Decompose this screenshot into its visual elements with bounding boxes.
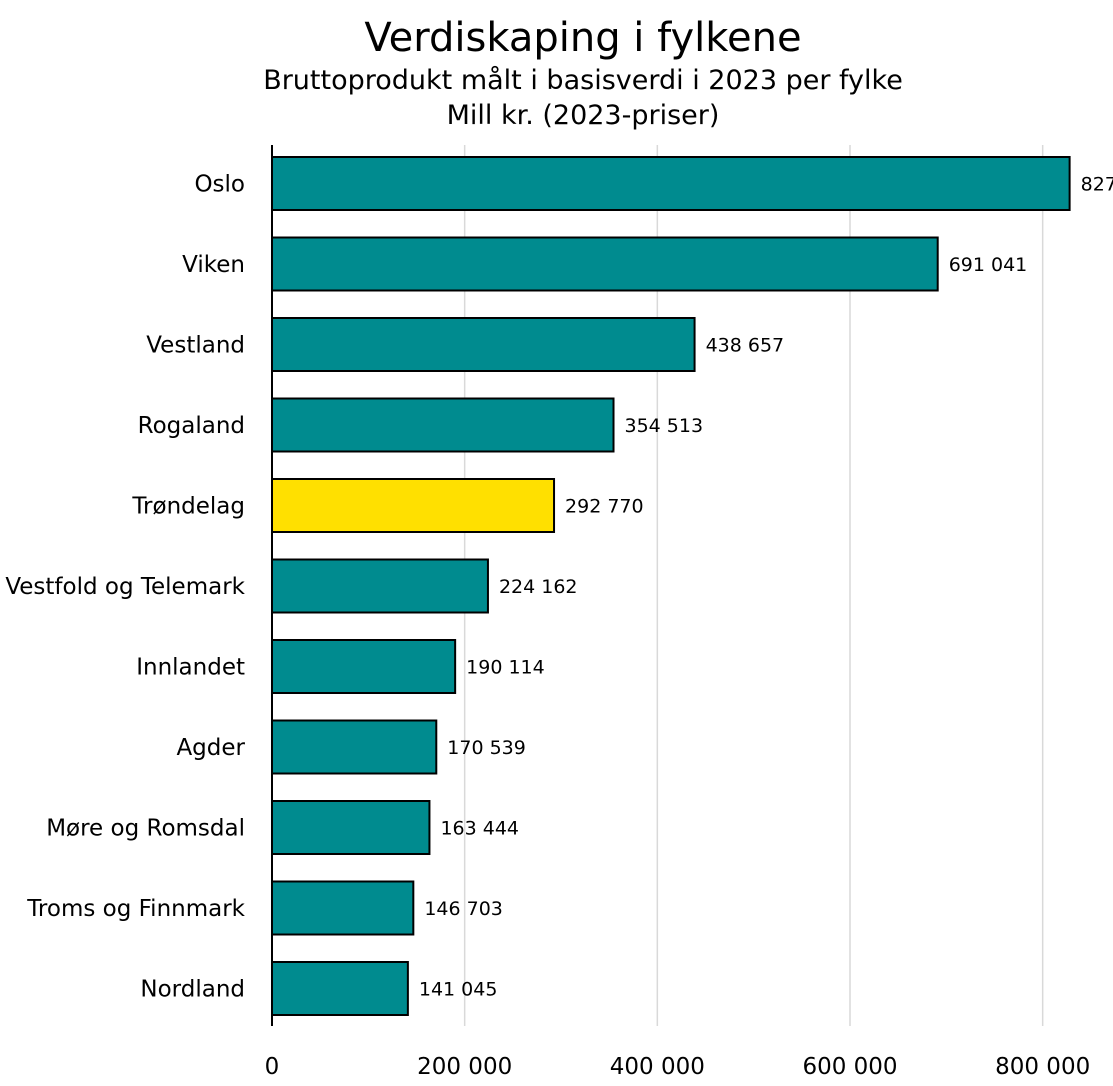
category-label: Møre og Romsdal bbox=[46, 816, 245, 842]
value-label: 354 513 bbox=[625, 415, 704, 437]
bar bbox=[271, 719, 438, 775]
category-label: Vestland bbox=[146, 333, 245, 359]
bar bbox=[271, 397, 615, 453]
chart-unit-line: Mill kr. (2023-priser) bbox=[446, 100, 720, 131]
value-label: 292 770 bbox=[565, 496, 644, 518]
chart-subtitle: Bruttoprodukt målt i basisverdi i 2023 p… bbox=[263, 65, 903, 96]
bar bbox=[271, 558, 489, 614]
value-label: 438 657 bbox=[706, 335, 785, 357]
bar bbox=[271, 478, 556, 533]
bar bbox=[271, 236, 939, 292]
bar bbox=[271, 961, 409, 1016]
value-label: 163 444 bbox=[440, 818, 519, 840]
chart-title: Verdiskaping i fylkene bbox=[364, 15, 802, 61]
value-label: 190 114 bbox=[466, 657, 545, 679]
x-tick-labels: 0 200 000 400 000 600 000 800 000 bbox=[265, 1054, 1091, 1080]
bar bbox=[271, 880, 415, 936]
category-label: Oslo bbox=[194, 172, 245, 198]
value-label: 827 971 bbox=[1081, 174, 1113, 196]
value-labels: 827 971 691 041 438 657 354 513 292 770 224 1… bbox=[419, 174, 1113, 1001]
x-tick-label: 200 000 bbox=[417, 1054, 512, 1080]
category-label: Trøndelag bbox=[131, 494, 245, 520]
bars bbox=[271, 156, 1071, 1016]
value-label: 141 045 bbox=[419, 979, 498, 1001]
bar bbox=[271, 156, 1071, 211]
bar bbox=[271, 639, 457, 694]
category-label: Rogaland bbox=[138, 413, 245, 439]
category-label: Agder bbox=[176, 735, 245, 761]
category-label: Innlandet bbox=[136, 655, 245, 681]
bar bbox=[271, 317, 696, 372]
value-label: 224 162 bbox=[499, 576, 578, 598]
value-label: 146 703 bbox=[424, 898, 503, 920]
gridlines bbox=[463, 145, 1044, 1026]
bar bbox=[271, 800, 431, 855]
category-labels: Oslo Viken Vestland Rogaland Trøndelag Vestfo… bbox=[5, 172, 245, 1003]
category-label: Vestfold og Telemark bbox=[5, 574, 245, 600]
x-tick-label: 600 000 bbox=[802, 1054, 897, 1080]
category-label: Viken bbox=[182, 252, 245, 278]
category-label: Nordland bbox=[140, 977, 245, 1003]
x-tick-label: 400 000 bbox=[610, 1054, 705, 1080]
value-label: 170 539 bbox=[447, 737, 526, 759]
value-label: 691 041 bbox=[949, 254, 1028, 276]
category-label: Troms og Finnmark bbox=[26, 896, 245, 922]
x-tick-label: 0 bbox=[265, 1054, 280, 1080]
x-tick-label: 800 000 bbox=[995, 1054, 1090, 1080]
